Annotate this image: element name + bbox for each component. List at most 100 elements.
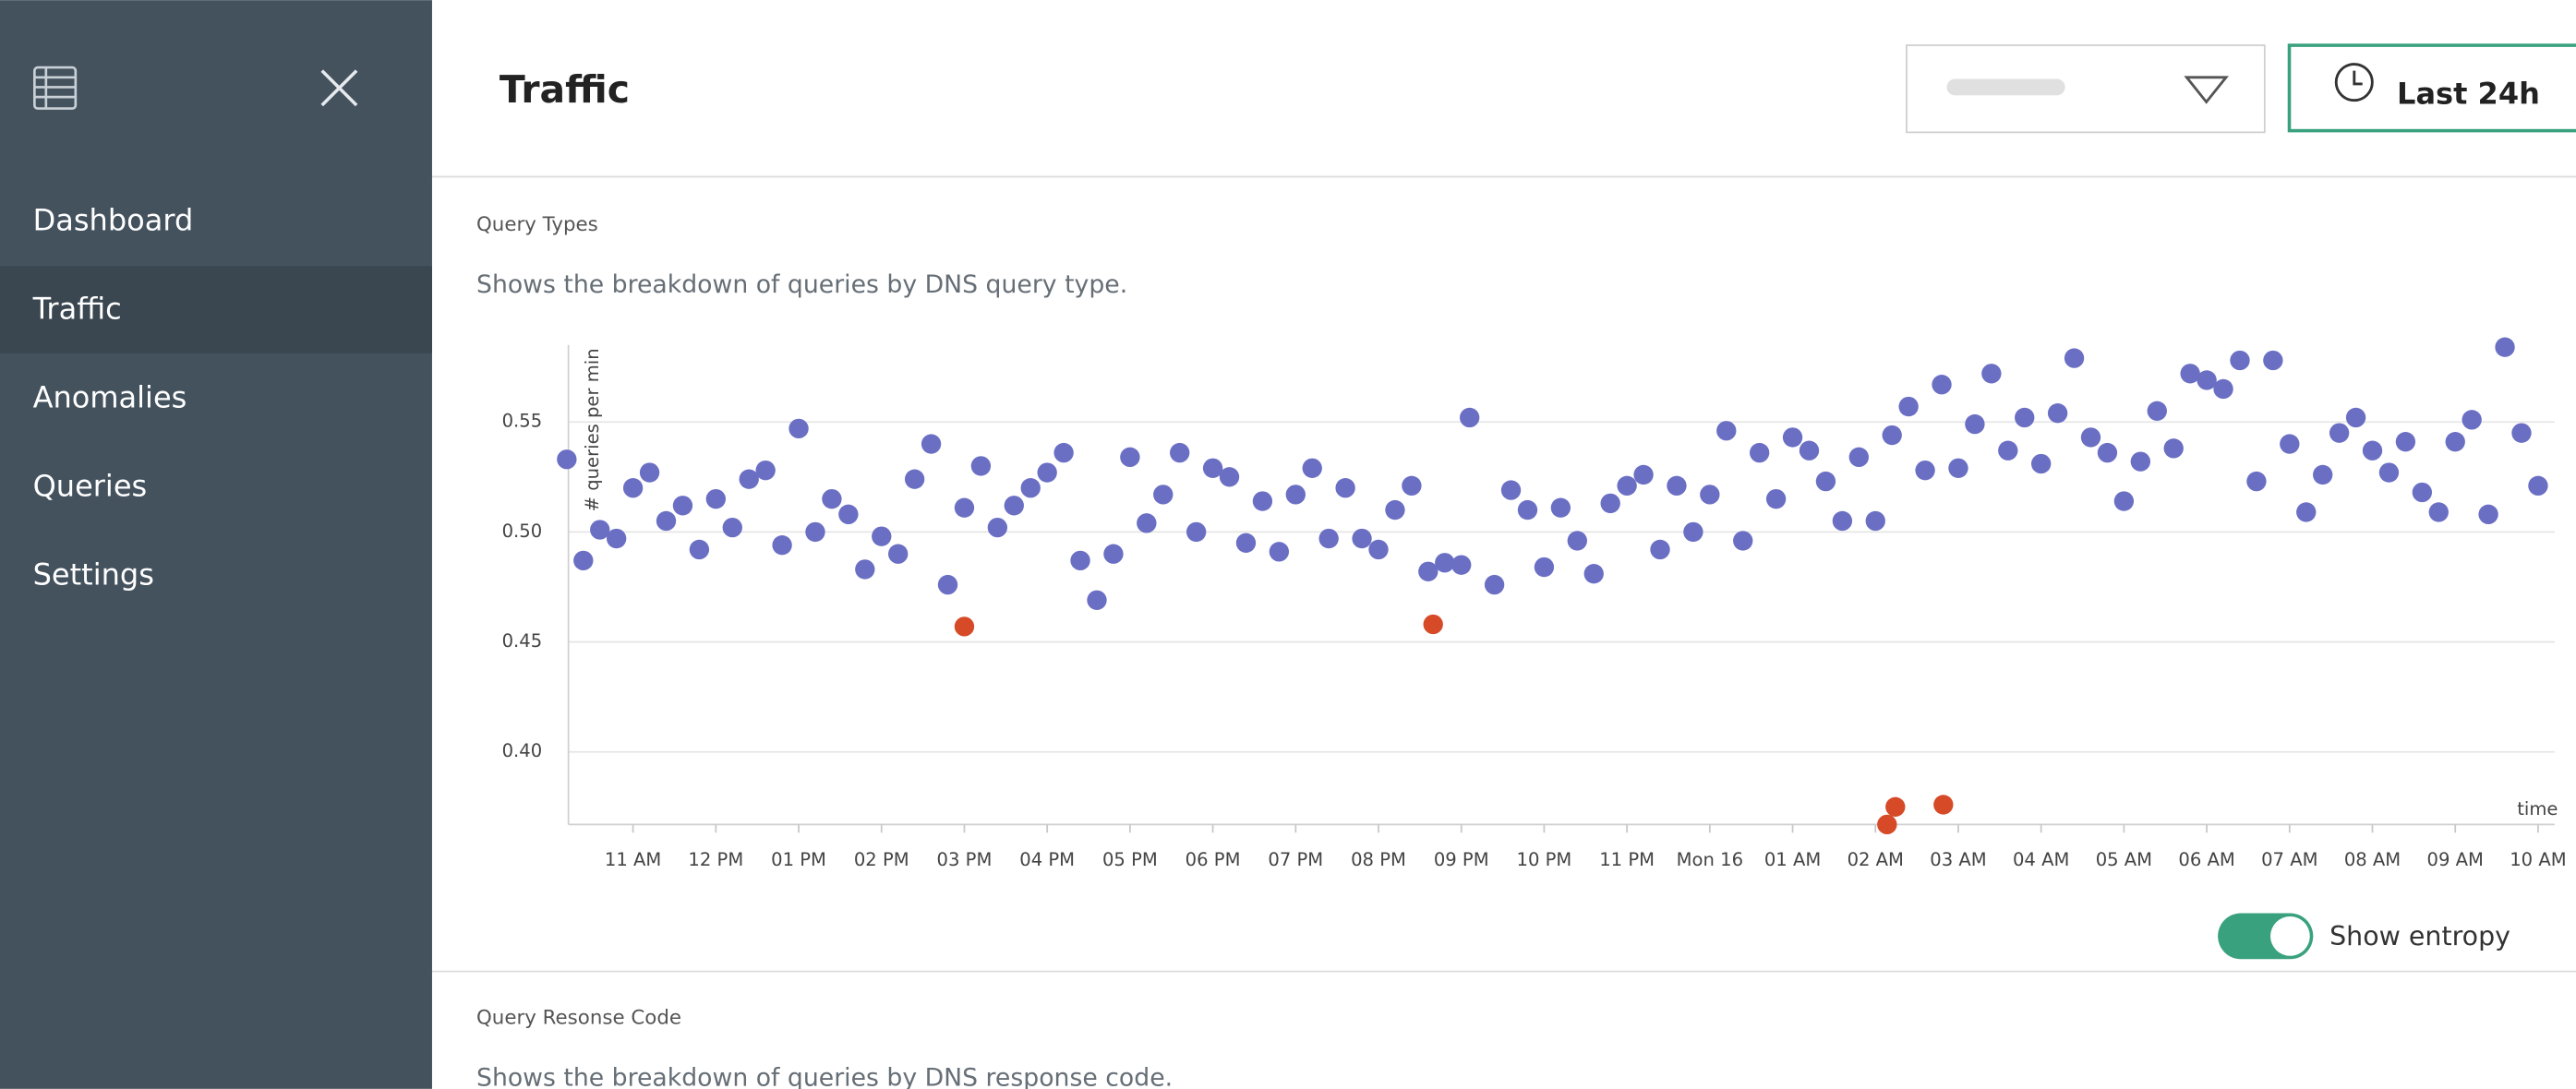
data-point xyxy=(2362,440,2383,461)
logo-icon xyxy=(33,66,78,110)
data-point xyxy=(2163,438,2184,459)
data-point xyxy=(805,521,825,543)
data-point xyxy=(2495,337,2515,357)
data-point xyxy=(1848,447,1869,468)
data-point xyxy=(1782,427,1803,448)
data-point xyxy=(1915,460,1935,481)
data-point xyxy=(1170,442,1190,463)
nav-item[interactable]: Settings xyxy=(33,557,154,592)
data-point xyxy=(1998,440,2018,461)
data-point xyxy=(1733,531,1753,551)
data-point xyxy=(838,504,859,525)
data-point xyxy=(1882,425,1902,446)
data-point xyxy=(2230,350,2250,371)
data-point xyxy=(1352,528,1372,549)
data-point xyxy=(2329,423,2350,443)
x-tick-label: 05 AM xyxy=(2096,849,2152,870)
time-button-label[interactable]: Last 24h xyxy=(2397,76,2540,111)
data-point xyxy=(921,434,942,454)
data-point xyxy=(1550,497,1571,518)
data-point xyxy=(2064,348,2085,368)
nav-item[interactable]: Traffic xyxy=(32,291,122,326)
x-tick-label: 07 AM xyxy=(2261,849,2317,870)
data-point xyxy=(1385,499,1405,521)
y-tick-label: 0.55 xyxy=(502,411,543,432)
data-point xyxy=(937,574,958,595)
data-point xyxy=(590,520,610,540)
data-point xyxy=(1865,510,1885,532)
data-point xyxy=(1898,396,1919,417)
data-point xyxy=(1799,440,1820,461)
data-point xyxy=(1186,521,1207,543)
data-point xyxy=(2246,471,2267,492)
x-tick-label: 08 PM xyxy=(1351,849,1406,870)
x-tick-label: 11 AM xyxy=(605,849,661,870)
data-point xyxy=(2395,432,2416,452)
data-point xyxy=(954,616,975,637)
data-point xyxy=(1583,564,1604,584)
data-point xyxy=(954,497,975,518)
data-point xyxy=(2412,482,2433,503)
nav-item[interactable]: Dashboard xyxy=(33,202,194,237)
data-point xyxy=(1460,407,1480,428)
x-tick-label: 02 AM xyxy=(1848,849,1904,870)
x-tick-label: 01 PM xyxy=(771,849,826,870)
data-point xyxy=(2378,462,2400,483)
x-tick-label: 11 PM xyxy=(1599,849,1655,870)
x-tick-label: 10 PM xyxy=(1517,849,1572,870)
data-point xyxy=(1368,539,1389,560)
data-point xyxy=(1700,485,1720,505)
x-tick-label: 04 PM xyxy=(1019,849,1075,870)
y-tick-label: 0.50 xyxy=(502,521,543,542)
data-point xyxy=(1716,421,1737,441)
data-point xyxy=(772,535,792,556)
data-point xyxy=(2263,350,2283,371)
x-tick-label: 12 PM xyxy=(688,849,743,870)
data-point xyxy=(639,462,660,483)
y-axis-label: # queries per min xyxy=(582,348,603,511)
entropy-toggle[interactable] xyxy=(2218,913,2314,960)
toggle-label[interactable]: Show entropy xyxy=(2329,921,2510,951)
data-point xyxy=(622,478,644,498)
nav-active-bg xyxy=(0,266,432,353)
y-tick-label: 0.45 xyxy=(502,630,543,652)
x-tick-label: 09 AM xyxy=(2427,849,2484,870)
data-point xyxy=(1020,478,1041,498)
x-tick-label: 04 AM xyxy=(2013,849,2069,870)
data-point xyxy=(722,517,742,538)
data-point xyxy=(987,517,1008,538)
x-tick-label: 08 AM xyxy=(2344,849,2401,870)
dropdown[interactable] xyxy=(1906,44,2266,134)
section-description: Shows the breakdown of queries by DNS re… xyxy=(476,1064,1173,1089)
data-point xyxy=(607,528,627,549)
x-tick-label: 10 AM xyxy=(2510,849,2566,870)
data-point xyxy=(1120,447,1140,468)
data-point xyxy=(1667,475,1687,497)
data-point xyxy=(573,550,594,571)
data-point xyxy=(2462,410,2482,430)
data-point xyxy=(2280,434,2300,454)
close-icon[interactable] xyxy=(320,69,358,107)
x-tick-label: Mon 16 xyxy=(1677,849,1743,870)
x-tick-label: 06 PM xyxy=(1186,849,1241,870)
data-point xyxy=(2313,464,2333,485)
data-point xyxy=(557,449,577,470)
data-point xyxy=(1402,475,1422,497)
data-point xyxy=(1423,614,1443,635)
data-point xyxy=(1567,531,1587,551)
nav-item[interactable]: Anomalies xyxy=(33,380,187,415)
data-point xyxy=(1885,796,1906,817)
data-point xyxy=(888,544,909,564)
time-button[interactable] xyxy=(2287,43,2576,133)
data-point xyxy=(1617,475,1637,497)
nav-item[interactable]: Queries xyxy=(33,469,148,504)
data-point xyxy=(1815,471,1836,492)
section-description: Shows the breakdown of queries by DNS qu… xyxy=(476,270,1127,299)
data-point xyxy=(1235,533,1257,553)
sidebar xyxy=(0,0,432,1089)
data-point xyxy=(1683,521,1703,543)
x-tick-label: 09 PM xyxy=(1434,849,1489,870)
data-point xyxy=(1302,458,1322,478)
